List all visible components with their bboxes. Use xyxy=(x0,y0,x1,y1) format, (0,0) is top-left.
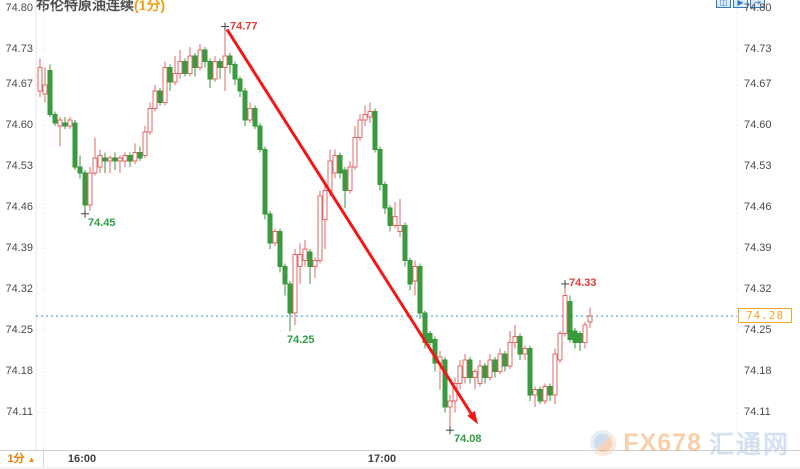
y-axis-label: 74.67 xyxy=(5,78,33,91)
period-selector[interactable]: 1分 ▲ xyxy=(0,450,44,467)
y-axis-right: 74.80 74.73 74.67 74.60 74.53 74.46 74.39 74.32… xyxy=(744,0,790,450)
price-annotation: 74.33 xyxy=(569,277,597,289)
y-axis-label: 74.11 xyxy=(744,405,771,418)
y-axis-label: 74.80 xyxy=(744,2,772,14)
y-axis-label: 74.25 xyxy=(744,323,772,336)
y-axis-label: 74.18 xyxy=(744,364,772,377)
jump-to-latest-icon: ⇥ xyxy=(754,0,761,7)
price-annotation: 74.45 xyxy=(88,217,116,229)
y-axis-label: 74.46 xyxy=(5,200,33,213)
y-axis-label: 74.11 xyxy=(6,405,33,418)
symbol-name: 布伦特原油连续 xyxy=(36,0,134,13)
y-axis-label: 74.73 xyxy=(5,42,33,55)
y-axis-label: 74.73 xyxy=(744,42,772,55)
y-axis-label: 74.67 xyxy=(744,78,772,91)
y-axis-label: 74.46 xyxy=(744,200,772,213)
y-axis-label: 74.60 xyxy=(5,119,33,131)
x-axis-label: 16:00 xyxy=(67,453,97,465)
current-price-tag: 74.28 xyxy=(738,308,792,324)
y-axis-label: 74.60 xyxy=(744,119,772,131)
x-axis: 16:00 17:00 xyxy=(0,450,800,468)
toolbar-play-icon-button[interactable]: ▶ xyxy=(733,0,748,8)
y-axis-label: 74.39 xyxy=(5,241,33,254)
y-axis-label: 74.32 xyxy=(5,282,33,295)
y-axis-left: 74.80 74.73 74.67 74.60 74.53 74.46 74.39 74.32… xyxy=(0,0,33,450)
price-annotation: 74.08 xyxy=(454,433,482,445)
period-badge: (1分) xyxy=(134,0,166,13)
period-label: 1分 xyxy=(7,453,25,465)
panel-icon: ◫ xyxy=(719,0,728,7)
chart-toolbar: ◫ ▶ ⇥ xyxy=(716,0,765,8)
y-axis-label: 74.32 xyxy=(744,282,772,295)
y-axis-label: 74.80 xyxy=(5,2,33,14)
play-icon: ▶ xyxy=(737,0,744,7)
y-axis-label: 74.25 xyxy=(5,323,33,336)
chevron-up-icon: ▲ xyxy=(27,455,36,464)
y-axis-label: 74.39 xyxy=(744,241,772,254)
price-annotation: 74.77 xyxy=(230,21,258,33)
y-axis-label: 74.53 xyxy=(744,159,772,172)
y-axis-label: 74.18 xyxy=(5,364,33,377)
price-annotation: 74.25 xyxy=(287,334,315,346)
toolbar-panel-icon-button[interactable]: ◫ xyxy=(716,0,731,8)
scrollbar-track[interactable] xyxy=(0,467,800,469)
page-title: 布伦特原油连续(1分) xyxy=(36,0,165,15)
candlestick-chart[interactable]: 74.77 74.45 74.25 74.08 74.33 xyxy=(0,0,800,450)
y-axis-label: 74.53 xyxy=(5,159,33,172)
x-axis-label: 17:00 xyxy=(367,453,397,465)
toolbar-latest-icon-button[interactable]: ⇥ xyxy=(750,0,765,8)
